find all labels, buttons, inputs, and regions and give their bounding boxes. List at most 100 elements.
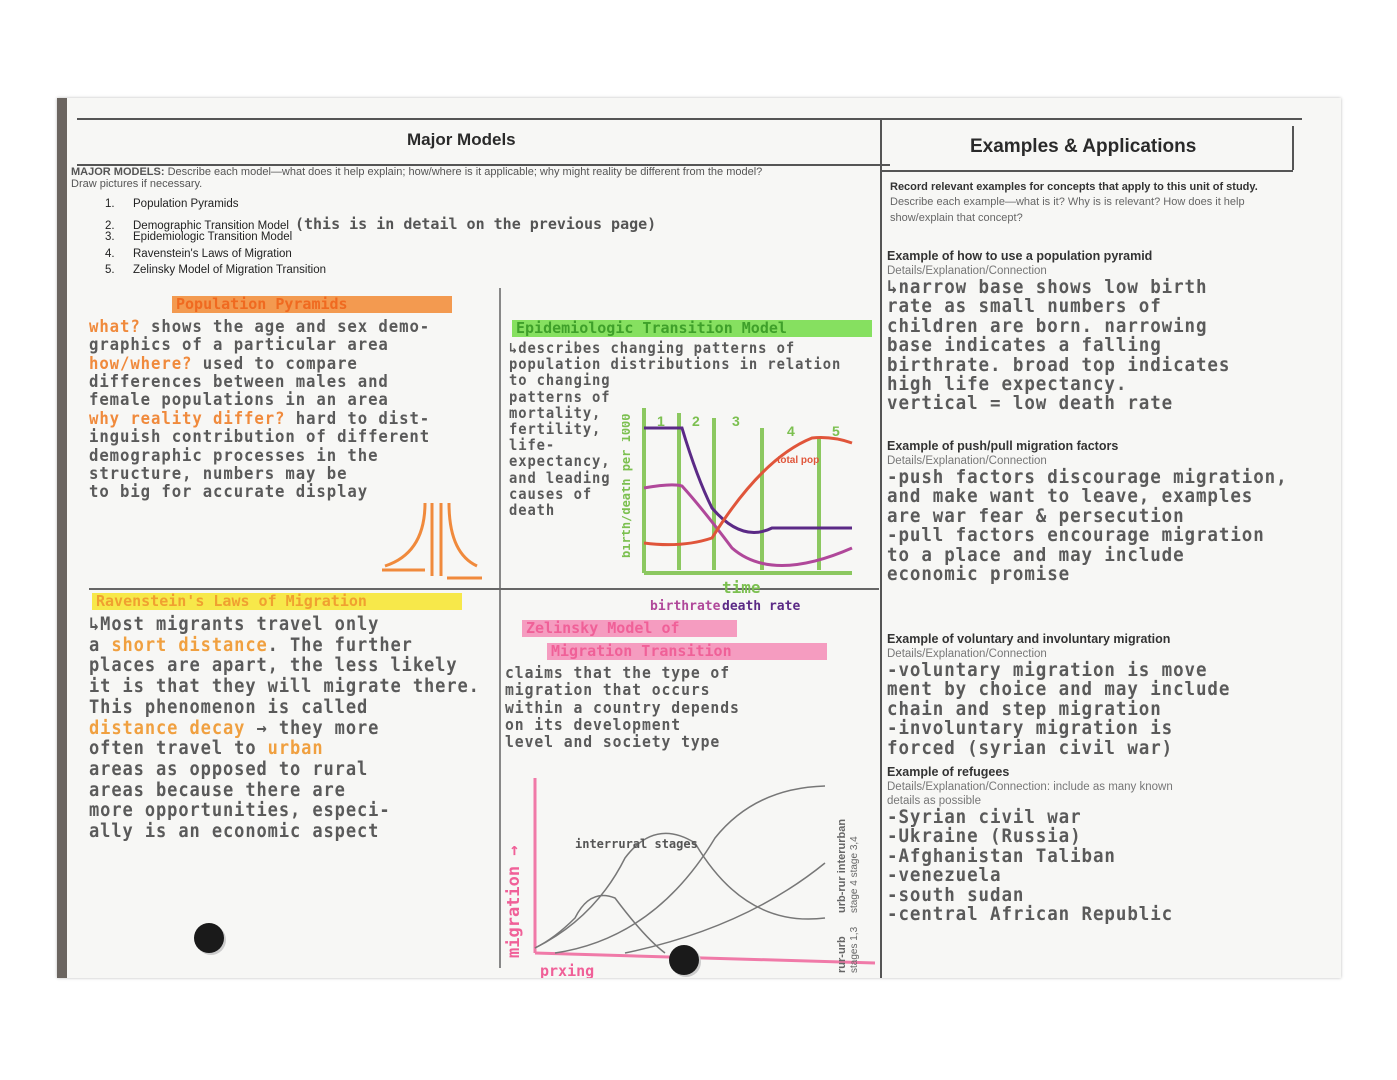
ravenstein-notes: ↳Most migrants travel only a short distan… — [89, 614, 480, 843]
epi-ylabel: birth/death per 1000 — [622, 414, 633, 559]
punch-hole — [669, 945, 699, 975]
column-divider — [880, 118, 882, 978]
text-segment: → they more — [245, 717, 380, 739]
note-line: inguish contribution of different — [89, 427, 431, 448]
model-item: 3. Epidemiologic Transition Model — [105, 231, 656, 248]
example-subtitle-2: details as possible — [887, 795, 981, 807]
deathrate-line — [644, 426, 852, 534]
model-name: Demographic Transition Model — [133, 219, 289, 232]
note-line: hard to dist- — [295, 408, 431, 429]
divider — [77, 118, 1302, 120]
text-segment: more opportunities, especi- — [89, 800, 391, 822]
pyramids-title: Population Pyramids — [172, 296, 452, 313]
text-segment: . The further — [267, 634, 413, 656]
note-line: forced (syrian civil war) — [887, 736, 1174, 759]
note-line: more opportunities, especi- — [89, 801, 480, 822]
model-name: Epidemiologic Transition Model — [133, 231, 293, 243]
note-line: economic promise — [887, 562, 1071, 585]
note-line: ↳describes changing patterns of — [509, 339, 796, 357]
model-item: 1. Population Pyramids — [105, 198, 656, 215]
note-line: are war fear & persecution — [887, 504, 1185, 527]
examples-intro: Record relevant examples for concepts th… — [890, 180, 1280, 226]
text-segment: areas as opposed to rural — [89, 759, 369, 781]
example-title: Example of voluntary and involuntary mig… — [887, 632, 1171, 646]
zelinsky-ylabel: migration → — [504, 845, 524, 958]
punch-hole — [194, 923, 224, 953]
note-line: used to compare — [202, 353, 358, 374]
note-line: often travel to urban — [89, 738, 480, 760]
label-stage-4: stage 4 stage 3,4 — [849, 836, 860, 913]
what-label: what? — [89, 317, 141, 337]
model-number: 2. — [105, 219, 115, 232]
note-line: vertical = low death rate — [887, 392, 1174, 415]
note-line: ↳narrow base shows low birth — [887, 276, 1208, 298]
note-line: chain and step migration — [887, 697, 1162, 720]
how-label: how/where? — [89, 353, 193, 374]
instructions: MAJOR MODELS: Describe each model—what d… — [71, 166, 871, 190]
intro-bold: Record relevant examples for concepts th… — [890, 181, 1258, 193]
example-subtitle: Details/Explanation/Connection: include … — [887, 781, 1173, 793]
interrural-annotation: interrural stages — [575, 837, 698, 851]
total-pop-line — [643, 436, 853, 547]
left-title: Major Models — [407, 130, 516, 149]
birthrate-line — [643, 483, 853, 567]
note-line: it is that they will migrate there. — [89, 676, 480, 698]
text-segment: ally is an economic aspect — [89, 821, 380, 843]
epi-title: Epidemiologic Transition Model — [512, 320, 872, 337]
note-line: birthrate. broad top indicates — [887, 353, 1231, 376]
note-line: death — [509, 500, 556, 519]
model-name: Population Pyramids — [133, 198, 239, 210]
note-line: ally is an economic aspect — [89, 821, 480, 843]
note-line: within a country depends — [505, 697, 740, 717]
example-section: Example of how to use a population pyram… — [887, 248, 1347, 414]
note-line: graphics of a particular area — [89, 335, 389, 356]
example-notes: ↳narrow base shows low birth rate as smal… — [887, 276, 1310, 415]
note-line: areas because there are — [89, 779, 480, 802]
note-line: places are apart, the less likely — [89, 656, 480, 677]
note-line: migration that occurs — [505, 680, 711, 700]
note-line: female populations in an area — [89, 390, 389, 411]
note-line: structure, numbers may be — [89, 463, 348, 484]
note-line: children are born. narrowing — [887, 314, 1208, 337]
pyramids-notes: what? shows the age and sex demo- graphi… — [89, 318, 430, 502]
note-line: This phenomenon is called — [89, 696, 480, 719]
note-line: and make want to leave, examples — [887, 485, 1254, 508]
example-subtitle: Details/Explanation/Connection — [887, 455, 1047, 467]
label-urb-rur: urb-rur interurban — [836, 819, 848, 913]
model-number: 1. — [105, 198, 115, 210]
note-line: -push factors discourage migration, — [887, 466, 1288, 488]
text-segment: This phenomenon is called — [89, 696, 369, 718]
instructions-text: Describe each model—what does it help ex… — [167, 166, 763, 178]
stage-label: 5 — [832, 423, 840, 439]
epi-notes: ↳describes changing patterns of populatio… — [509, 340, 841, 518]
note-line: fertility, — [509, 419, 602, 438]
example-title: Example of how to use a population pyram… — [887, 249, 1153, 263]
note-line: causes of — [509, 484, 593, 503]
example-notes: -push factors discourage migration, and m… — [887, 466, 1310, 585]
instructions-label: MAJOR MODELS: — [71, 166, 165, 178]
note-line: distance decay → they more — [89, 717, 480, 740]
intro-text: Describe each example—what is it? Why is… — [890, 196, 1245, 224]
model-item: 4. Ravenstein's Laws of Migration — [105, 248, 656, 265]
text-segment: areas because there are — [89, 779, 346, 801]
legend-deathrate: death rate — [722, 599, 800, 614]
divider — [499, 288, 501, 968]
total-pop-label: total pop — [777, 455, 819, 466]
model-number: 5. — [105, 264, 115, 276]
note-line: expectancy, — [509, 452, 611, 471]
example-subtitle: Details/Explanation/Connection — [887, 265, 1047, 277]
model-item: 2. Demographic Transition Model (this is i… — [105, 215, 656, 233]
model-list: 1. Population Pyramids 2. Demographic Trans… — [105, 198, 656, 281]
model-name: Zelinsky Model of Migration Transition — [133, 264, 327, 276]
note-line: to a place and may include — [887, 543, 1185, 566]
divider — [1292, 126, 1294, 170]
note-line: differences between males and — [89, 372, 389, 393]
note-line: areas as opposed to rural — [89, 759, 480, 781]
example-notes: -Syrian civil war -Ukraine (Russia) -Afgha… — [887, 807, 1310, 924]
example-title: Example of push/pull migration factors — [887, 439, 1119, 453]
note-line: base indicates a falling — [887, 334, 1162, 357]
note-line: patterns of — [509, 387, 611, 406]
note-line: population distributions in relation — [509, 355, 842, 374]
highlight-term: short distance — [111, 634, 268, 656]
label-stages-1-3: stages 1,3 — [849, 926, 860, 973]
